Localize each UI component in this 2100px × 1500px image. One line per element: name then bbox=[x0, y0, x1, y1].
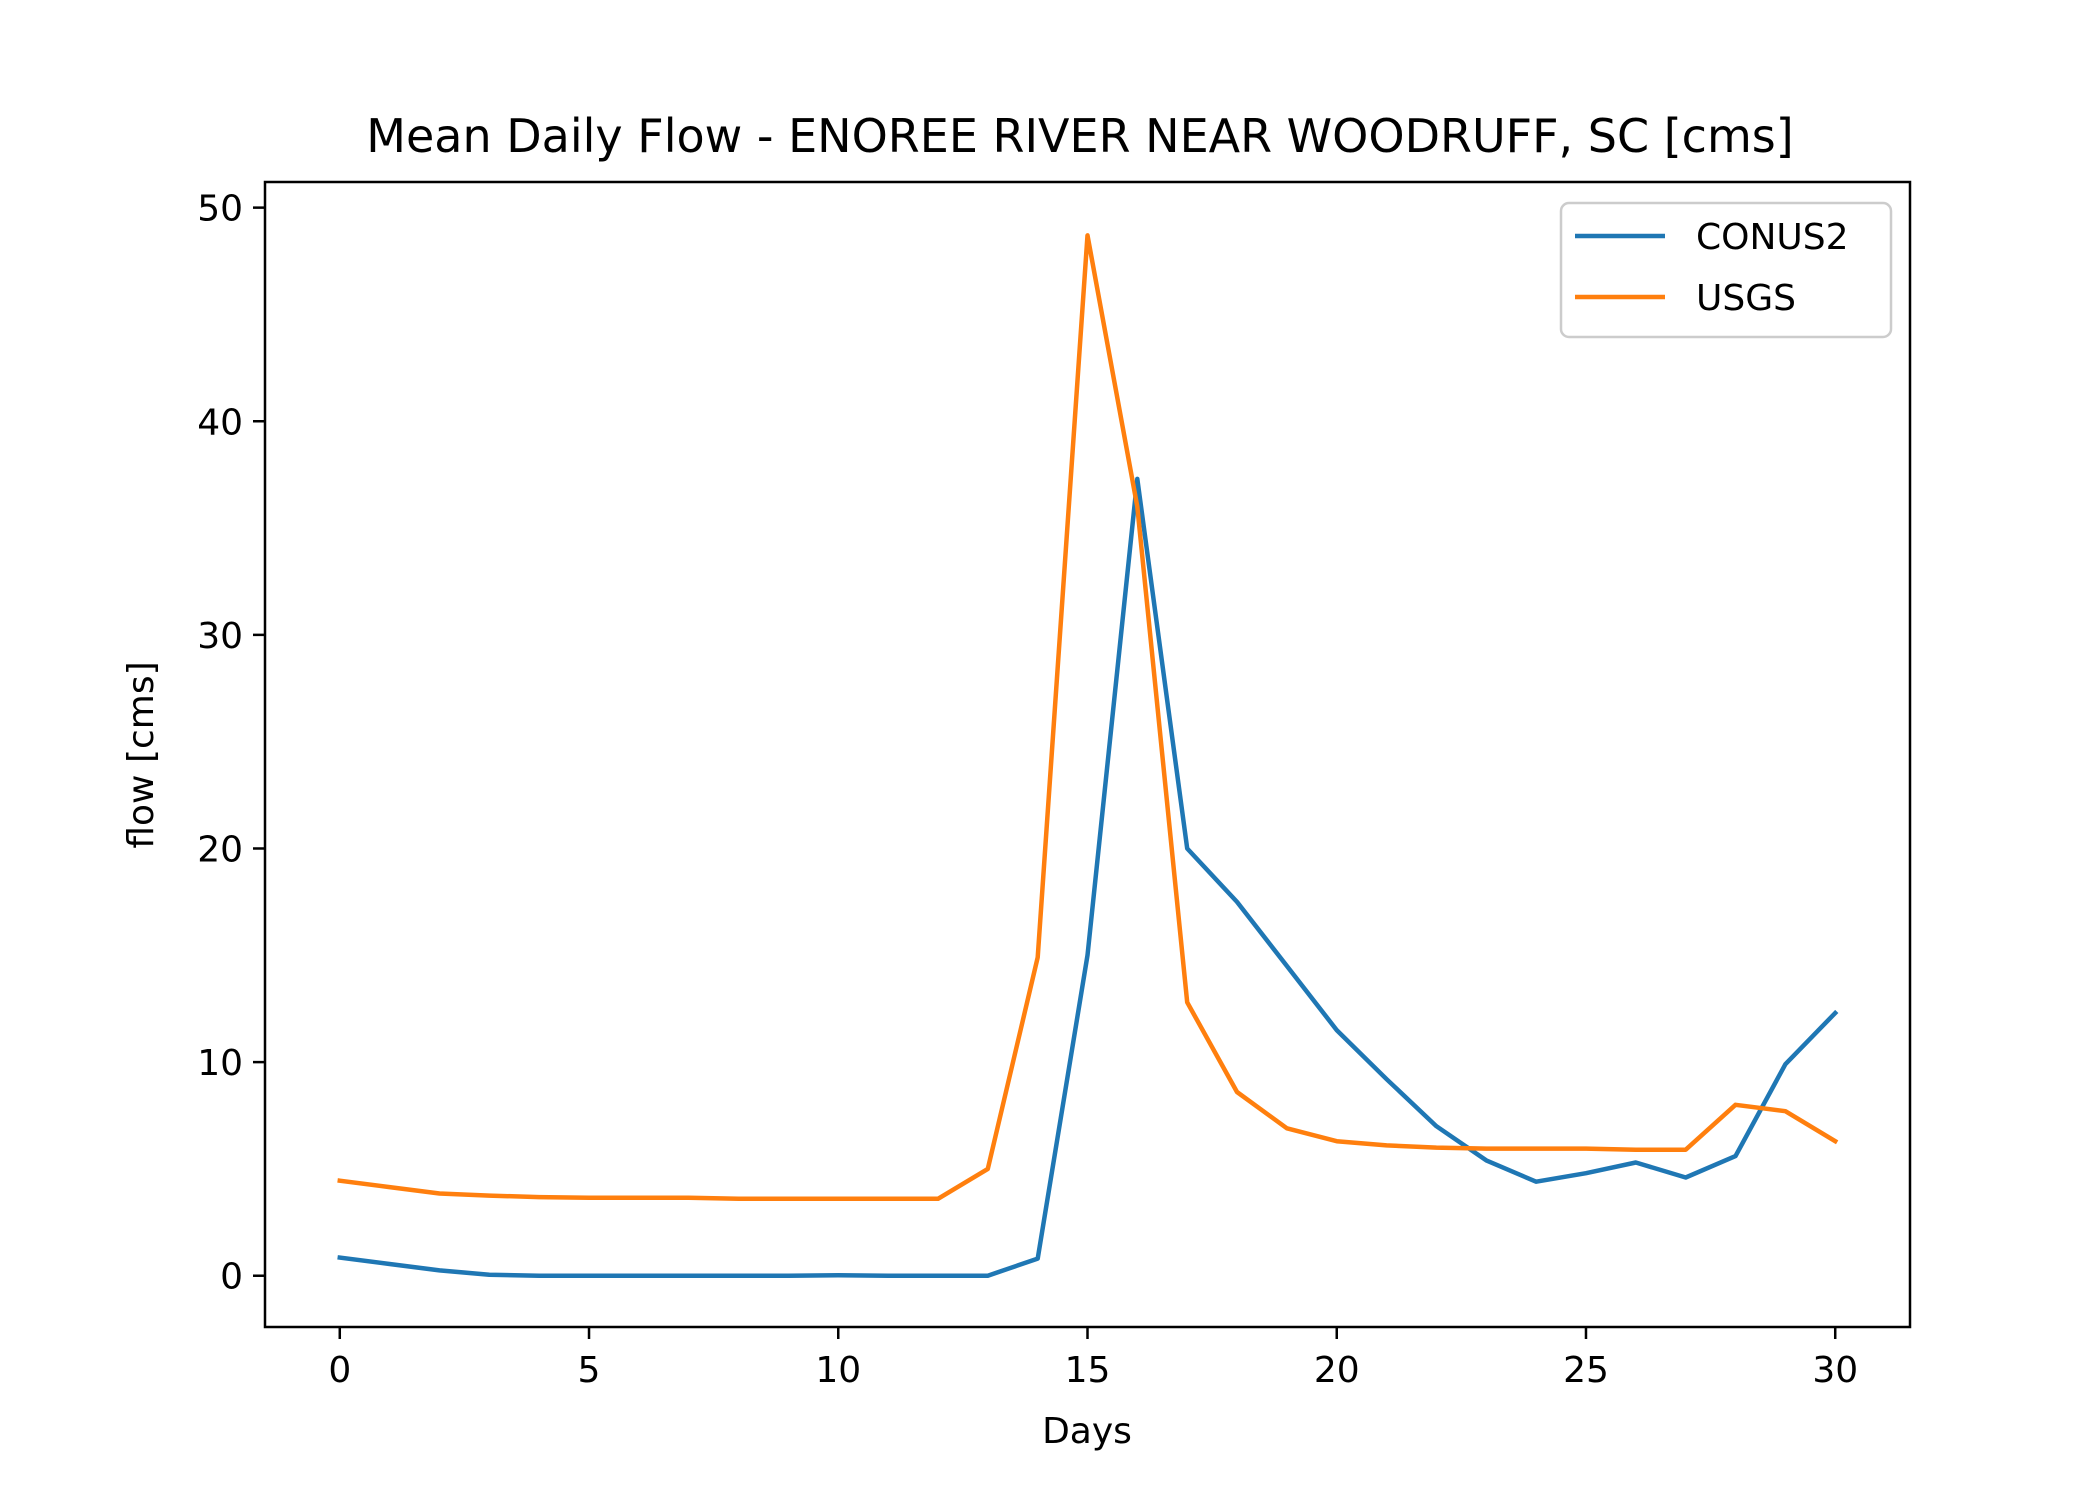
y-tick-label-50: 50 bbox=[197, 189, 243, 230]
x-tick-label-30: 30 bbox=[1812, 1350, 1858, 1391]
x-tick-label-25: 25 bbox=[1563, 1350, 1609, 1391]
x-axis-label: Days bbox=[1042, 1411, 1132, 1452]
y-tick-label-20: 20 bbox=[197, 829, 243, 870]
series-line-conus2 bbox=[337, 476, 1839, 1278]
x-tick-label-10: 10 bbox=[815, 1350, 861, 1391]
y-tick-label-30: 30 bbox=[197, 616, 243, 657]
legend-label-usgs: USGS bbox=[1696, 278, 1796, 319]
x-tick-label-5: 5 bbox=[578, 1350, 601, 1391]
y-axis: 0 10 20 30 40 50 bbox=[197, 189, 265, 1298]
series-line-usgs bbox=[337, 233, 1839, 1202]
plot-area bbox=[337, 233, 1839, 1278]
x-tick-label-20: 20 bbox=[1314, 1350, 1360, 1391]
legend: CONUS2 USGS bbox=[1559, 201, 1893, 339]
chart-title: Mean Daily Flow - ENOREE RIVER NEAR WOOD… bbox=[366, 109, 1793, 163]
x-tick-label-15: 15 bbox=[1065, 1350, 1111, 1391]
x-tick-label-0: 0 bbox=[328, 1350, 351, 1391]
y-axis-label: flow [cms] bbox=[121, 661, 162, 848]
legend-label-conus2: CONUS2 bbox=[1696, 217, 1849, 258]
x-axis: 0 5 10 15 20 25 30 bbox=[328, 1327, 1858, 1391]
y-tick-label-10: 10 bbox=[197, 1043, 243, 1084]
y-tick-label-40: 40 bbox=[197, 402, 243, 443]
y-tick-label-0: 0 bbox=[220, 1257, 243, 1298]
